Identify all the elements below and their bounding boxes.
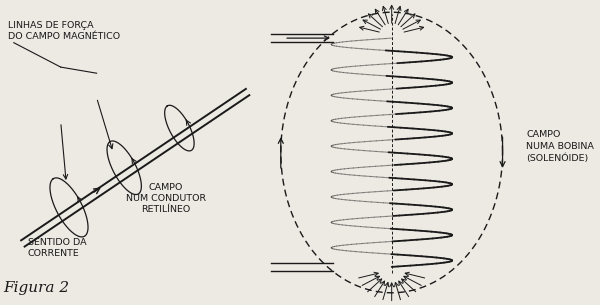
Text: Figura 2: Figura 2	[3, 281, 69, 295]
Text: CAMPO
NUMA BOBINA
(SOLENÓIDE): CAMPO NUMA BOBINA (SOLENÓIDE)	[526, 130, 594, 163]
Text: CAMPO
NUM CONDUTOR
RETILÍNEO: CAMPO NUM CONDUTOR RETILÍNEO	[125, 183, 206, 214]
Text: LINHAS DE FORÇA
DO CAMPO MAGNÉTICO: LINHAS DE FORÇA DO CAMPO MAGNÉTICO	[8, 21, 121, 41]
Text: SENTIDO DA
CORRENTE: SENTIDO DA CORRENTE	[28, 238, 86, 258]
